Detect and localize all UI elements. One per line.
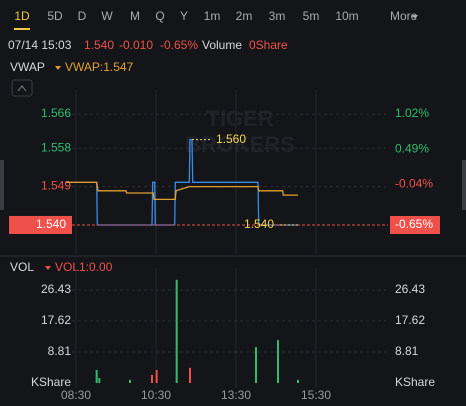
y-tick-label: 26.43 [41, 282, 71, 296]
annotation-label: 1.560 [216, 132, 246, 146]
volume-bar [175, 279, 178, 383]
volume-bar [151, 374, 153, 383]
indicator-name[interactable]: VWAP [10, 60, 45, 74]
y2-tick-label: -0.04% [395, 177, 433, 191]
volume-bar [98, 378, 101, 383]
chevron-icon [17, 85, 27, 92]
x-tick-label: 15:30 [301, 388, 331, 402]
y2-tick-label: 0.49% [395, 141, 429, 155]
y-tick-label: 1.566 [41, 106, 71, 120]
more-tab[interactable]: More [390, 9, 418, 23]
y-tick-label: 1.549 [41, 179, 71, 193]
tab[interactable]: 1D [14, 9, 30, 23]
tab[interactable]: 10m [335, 9, 358, 23]
volume-bar [129, 379, 131, 383]
volume-bar [277, 340, 279, 383]
volume-bar [95, 369, 98, 383]
tab[interactable]: 5D [47, 9, 63, 23]
indicator-value: VWAP:1.547 [65, 60, 134, 74]
tab[interactable]: 1m [204, 9, 221, 23]
y2-tick-label: 17.62 [395, 313, 425, 327]
watermark: TIGER [206, 106, 273, 131]
y-tick-label: 1.558 [41, 140, 71, 154]
volume: 0Share [249, 38, 288, 52]
unit-label: KShare [31, 375, 71, 389]
watermark: BROKERS [185, 132, 295, 157]
change: -0.010 [119, 38, 153, 52]
tab[interactable]: Y [180, 9, 188, 23]
y2-tick-label: 1.02% [395, 106, 429, 120]
side-handle[interactable] [462, 160, 466, 210]
x-tick-label: 10:30 [141, 388, 171, 402]
annotation-label: 1.540 [244, 217, 274, 231]
tab[interactable]: 3m [269, 9, 286, 23]
tab[interactable]: D [78, 9, 87, 23]
series-line [96, 139, 298, 226]
volume-bar [297, 379, 299, 383]
x-tick-label: 13:30 [221, 388, 251, 402]
series-line [66, 181, 298, 201]
collapse-button[interactable] [11, 79, 33, 97]
dropdown-icon[interactable] [45, 266, 51, 270]
tab[interactable]: W [101, 9, 113, 23]
y-tick-label: 17.62 [41, 313, 71, 327]
dropdown-icon[interactable] [55, 66, 61, 70]
y-tick-label: 8.81 [48, 344, 72, 358]
volume-label: Volume [202, 38, 242, 52]
price: 1.540 [84, 38, 114, 52]
last-change-tag [390, 215, 440, 234]
tab[interactable]: M [130, 9, 140, 23]
y2-tick-label: 8.81 [395, 344, 419, 358]
change-pct: -0.65% [160, 38, 198, 52]
tab[interactable]: Q [155, 9, 164, 23]
more-icon[interactable] [412, 15, 418, 19]
last-change-label: -0.65% [395, 217, 433, 231]
volume-bar [189, 367, 191, 383]
tab[interactable]: 2m [236, 9, 253, 23]
tab[interactable]: 5m [303, 9, 320, 23]
volume-bar [255, 347, 257, 383]
indicator-name[interactable]: VOL [10, 260, 34, 274]
last-price-label: 1.540 [36, 217, 66, 231]
unit-label: KShare [395, 375, 435, 389]
side-handle[interactable] [0, 160, 4, 210]
indicator-value: VOL1:0.00 [55, 260, 113, 274]
date-time: 07/14 15:03 [8, 38, 72, 52]
volume-bar [155, 369, 158, 383]
last-price-tag [9, 215, 72, 234]
y2-tick-label: 26.43 [395, 282, 425, 296]
x-tick-label: 08:30 [61, 388, 91, 402]
